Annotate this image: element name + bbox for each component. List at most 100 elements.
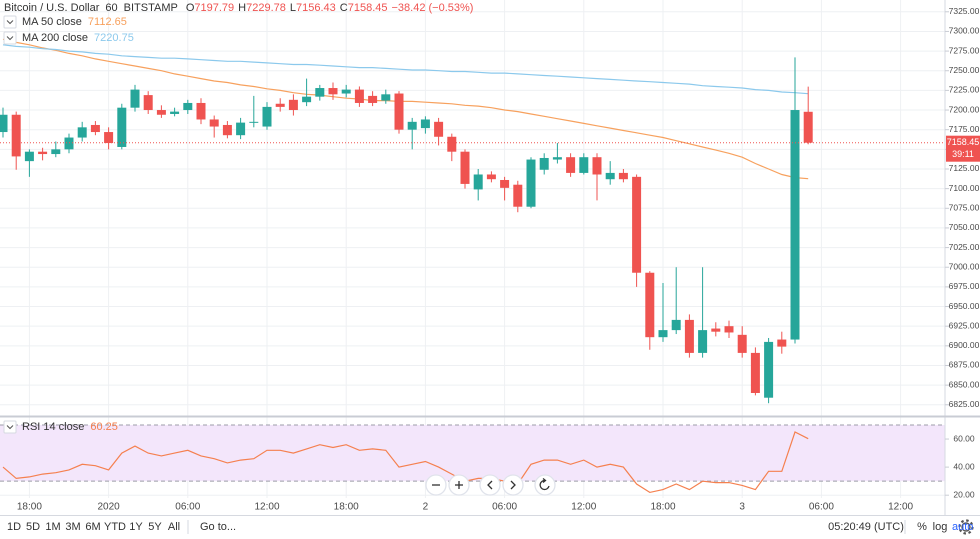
range-button[interactable]: 1M: [45, 521, 60, 533]
x-tick-label: 3: [739, 502, 745, 513]
candle-body: [381, 94, 391, 101]
last-price-tag: [946, 135, 980, 162]
y-tick-label: 7250.00: [949, 65, 980, 75]
candle-body: [341, 89, 351, 94]
range-button[interactable]: 6M: [85, 521, 100, 533]
ohlc-value: 7229.78: [246, 2, 286, 14]
range-button[interactable]: 1D: [7, 521, 21, 533]
y-tick-label: 7050.00: [949, 222, 980, 232]
settings-button[interactable]: [958, 519, 974, 535]
candle-body: [579, 157, 589, 173]
ohlc-prefix: L: [290, 2, 296, 14]
background-layer: [0, 0, 945, 498]
candle-body: [104, 132, 114, 144]
candle-body: [592, 157, 602, 175]
legend-toggle[interactable]: [3, 31, 17, 45]
rsi-band: [0, 425, 945, 482]
mark-layer: [0, 38, 945, 494]
candle-body: [302, 96, 312, 103]
x-tick-label: 18:00: [17, 502, 42, 513]
legend-name: MA 50 close: [22, 16, 82, 28]
y-tick-label: 7000.00: [949, 261, 980, 271]
candle-body: [671, 319, 681, 331]
y-tick-label: 7075.00: [949, 203, 980, 213]
ohlc-prefix: C: [340, 2, 348, 14]
candle-body: [632, 176, 642, 273]
candle-body: [434, 121, 444, 137]
candle-body: [117, 107, 127, 147]
x-tick-label: 06:00: [809, 502, 834, 513]
candle-body: [447, 136, 457, 152]
candle-body: [605, 172, 615, 180]
y-tick-label: 6825.00: [949, 399, 980, 409]
y-tick-label: 6925.00: [949, 320, 980, 330]
scroll-left-button[interactable]: [479, 474, 501, 496]
candle-body: [684, 319, 694, 353]
legend-entry: MA 200 close 7220.75: [22, 32, 134, 44]
candle-body: [368, 95, 378, 103]
candle-body: [262, 106, 272, 127]
candle-body: [711, 328, 721, 332]
y-tick-label: 40.00: [953, 461, 975, 471]
candle-body: [750, 352, 760, 393]
gear-icon: [961, 522, 971, 532]
candle-body: [90, 124, 100, 133]
x-tick-label: 12:00: [888, 502, 913, 513]
y-tick-label: 7325.00: [949, 6, 980, 16]
goto-button[interactable]: Go to...: [200, 521, 236, 533]
y-tick-label: 7100.00: [949, 183, 980, 193]
candle-body: [486, 174, 496, 180]
range-button[interactable]: YTD: [104, 521, 126, 533]
x-tick-label: 06:00: [492, 502, 517, 513]
pane-controls: [425, 474, 556, 496]
legend-header: Bitcoin / U.S. Dollar 60 BITSTAMP O7197.79 H…: [4, 2, 473, 14]
percent-button[interactable]: %: [917, 521, 927, 533]
candle-body: [737, 334, 747, 353]
legend-toggle[interactable]: [3, 420, 17, 434]
range-button[interactable]: 5D: [26, 521, 40, 533]
y-tick-label: 7300.00: [949, 26, 980, 36]
range-button[interactable]: 3M: [65, 521, 80, 533]
symbol-title: Bitcoin / U.S. Dollar: [4, 2, 100, 14]
legend-value: 7112.65: [88, 16, 127, 28]
y-tick-label: 6975.00: [949, 281, 980, 291]
change-label: −38.42 (−0.53%): [391, 2, 473, 14]
reset-button[interactable]: [534, 474, 556, 496]
candle-body: [51, 149, 61, 155]
y-tick-label: 7175.00: [949, 124, 980, 134]
candle-body: [698, 330, 708, 353]
candle-body: [249, 121, 259, 123]
candle-body: [236, 122, 246, 136]
candle-body: [130, 89, 140, 108]
candle-body: [790, 110, 800, 340]
y-tick-label: 6875.00: [949, 360, 980, 370]
candle-body: [183, 102, 193, 111]
scroll-right-button[interactable]: [502, 474, 524, 496]
y-tick-label: 6850.00: [949, 379, 980, 389]
candle-body: [460, 151, 470, 184]
legend-value: 60.25: [90, 421, 118, 433]
legend-value: 7220.75: [94, 32, 134, 44]
y-tick-label: 7125.00: [949, 163, 980, 173]
candle-body: [288, 99, 298, 111]
candle-body: [803, 111, 813, 143]
candle-body: [354, 89, 364, 103]
x-tick-label: 18:00: [334, 502, 359, 513]
y-tick-label: 7225.00: [949, 85, 980, 95]
range-button[interactable]: 5Y: [148, 521, 162, 533]
range-button[interactable]: All: [168, 521, 180, 533]
gear-teeth: [958, 519, 974, 535]
line-series: [2, 431, 809, 494]
candle-body: [0, 114, 8, 133]
range-button[interactable]: 1Y: [129, 521, 143, 533]
auto-button[interactable]: auto: [952, 521, 973, 533]
x-tick-label: 06:00: [175, 502, 200, 513]
y-tick-label: 6950.00: [949, 301, 980, 311]
legend-toggle[interactable]: [3, 15, 17, 29]
candle-body: [407, 121, 417, 130]
candle-body: [513, 184, 523, 207]
candle-body: [645, 272, 655, 338]
legend-toggle-icon: [6, 20, 14, 25]
log-button[interactable]: log: [933, 521, 948, 533]
candle-body: [328, 88, 338, 95]
